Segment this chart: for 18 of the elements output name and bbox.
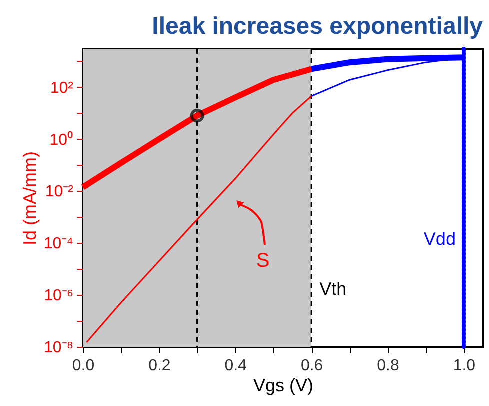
x-tick-label: 0.2 [148,358,171,374]
ref-line-label: Vth [320,279,347,299]
y-tick-label: 10⁻² [45,184,74,201]
x-tick-label: 0.8 [377,358,400,374]
y-axis-title: Id (mA/mm) [20,152,40,246]
ref-line-label: Vdd [424,229,456,249]
x-axis-title: Vgs (V) [253,376,314,396]
y-tick-label: 10⁻⁶ [44,288,74,305]
chart-title: Ileak increases exponentially [152,13,484,40]
x-tick-label: 1.0 [453,358,476,374]
annotation: S [256,250,270,272]
y-tick-label: 10² [50,80,74,97]
x-tick-label: 0.4 [224,358,248,374]
x-tick-label: 0.0 [72,358,95,374]
y-tick-label: 10⁰ [50,130,74,149]
y-tick-label: 10⁻⁴ [44,236,74,253]
x-tick-label: 0.6 [300,358,324,374]
y-tick-label: 10⁻⁸ [44,340,74,356]
